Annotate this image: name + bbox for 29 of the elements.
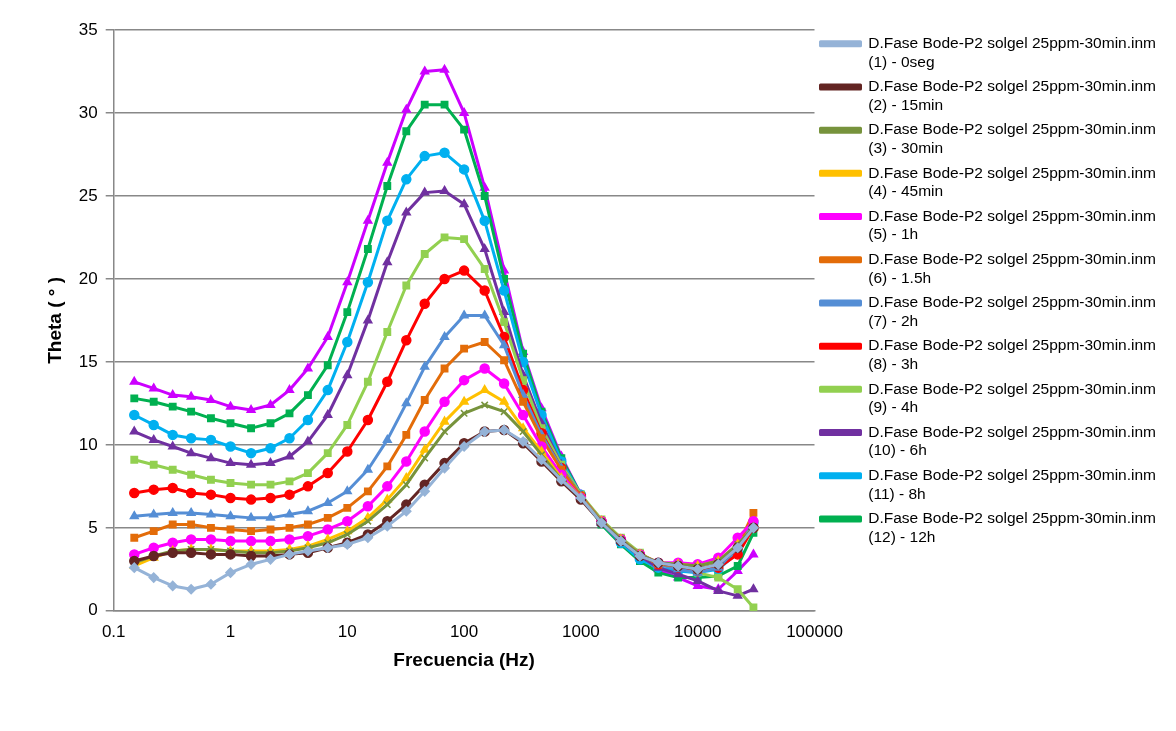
- y-tick-label: 20: [78, 268, 98, 288]
- y-tick-label: 5: [88, 517, 98, 537]
- y-tick-label: 15: [78, 351, 98, 371]
- legend-label: D.Fase Bode-P2 solgel 25ppm-30min.inm (10) - 6h: [868, 422, 1156, 459]
- legend-label: D.Fase Bode-P2 solgel 25ppm-30min.inm (2) - 15min: [868, 77, 1156, 113]
- x-tick-label: 100000: [786, 621, 843, 641]
- legend-label: D.Fase Bode-P2 solgel 25ppm-30min.inm (5) - 1h: [868, 206, 1156, 243]
- legend-label: D.Fase Bode-P2 solgel 25ppm-30min.inm (12) - 12h: [868, 509, 1156, 545]
- x-axis-title: Frecuencia (Hz): [393, 648, 535, 670]
- legend-label: D.Fase Bode-P2 solgel 25ppm-30min.inm (9) - 4h: [868, 379, 1156, 416]
- x-tick-label: 10: [337, 621, 357, 641]
- legend-label: D.Fase Bode-P2 solgel 25ppm-30min.inm (8) - 3h: [868, 336, 1156, 373]
- y-tick-label: 35: [78, 19, 98, 39]
- legend-label: D.Fase Bode-P2 solgel 25ppm-30min.inm (1) - 0seg: [868, 34, 1156, 70]
- legend-label: D.Fase Bode-P2 solgel 25ppm-30min.inm (6) - 1.5h: [868, 250, 1156, 286]
- y-axis-title: Theta ( ° ): [43, 277, 65, 364]
- y-tick-label: 10: [78, 434, 98, 454]
- x-tick-label: 1000: [561, 621, 600, 641]
- y-tick-label: 30: [78, 102, 98, 122]
- legend-label: D.Fase Bode-P2 solgel 25ppm-30min.inm (3) - 30min: [868, 120, 1156, 157]
- x-tick-label: 10000: [674, 621, 722, 641]
- x-tick-label: 1: [225, 621, 236, 641]
- y-tick-label: 25: [78, 185, 98, 205]
- legend-label: D.Fase Bode-P2 solgel 25ppm-30min.inm (4) - 45min: [868, 163, 1156, 200]
- legend-label: D.Fase Bode-P2 solgel 25ppm-30min.inm (7) - 2h: [868, 293, 1156, 329]
- y-tick-label: 0: [88, 600, 98, 620]
- x-tick-label: 0.1: [101, 621, 126, 641]
- legend-label: D.Fase Bode-P2 solgel 25ppm-30min.inm (11) - 8h: [868, 466, 1156, 502]
- x-tick-label: 100: [449, 621, 479, 641]
